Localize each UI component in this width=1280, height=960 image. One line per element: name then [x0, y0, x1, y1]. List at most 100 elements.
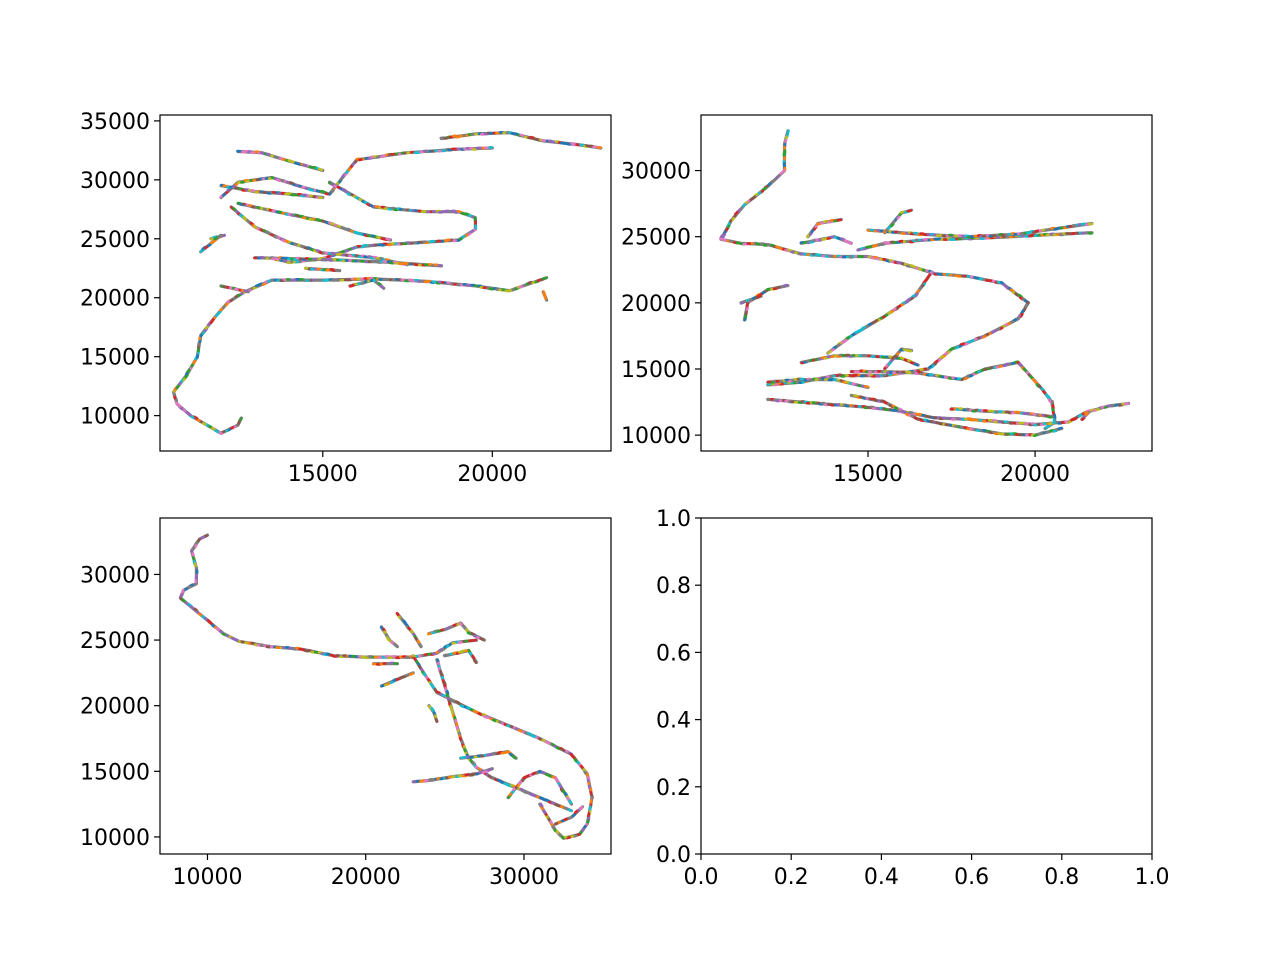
trace-segment — [355, 231, 361, 235]
trace-segment — [537, 770, 544, 774]
trace-segment — [449, 624, 455, 629]
trace-segment — [790, 250, 796, 254]
trace-segment — [234, 186, 240, 190]
trace-segment — [873, 255, 879, 259]
trace-segment — [513, 132, 519, 136]
trace-segment — [587, 812, 591, 818]
trace-segment — [1012, 318, 1018, 323]
trace-path — [799, 353, 920, 367]
trace-segment — [481, 712, 487, 717]
trace-segment — [479, 637, 485, 642]
trace-segment — [444, 686, 448, 692]
trace-segment — [586, 819, 590, 825]
trace-segment — [462, 745, 467, 750]
trace-segment — [496, 778, 502, 783]
trace-segment — [261, 282, 267, 287]
trace-segment — [222, 192, 227, 197]
trace-segment — [541, 738, 547, 743]
trace-segment — [301, 185, 307, 190]
trace-segment — [517, 728, 523, 733]
trace-segment — [455, 722, 459, 728]
trace-segment — [210, 426, 216, 431]
trace-segment — [379, 626, 384, 631]
trace-segment — [339, 176, 344, 181]
trace-segment — [733, 210, 739, 216]
trace-segment — [565, 836, 572, 840]
trace-segment — [572, 834, 578, 838]
trace-segment — [565, 749, 571, 754]
trace-segment — [277, 210, 283, 214]
trace-segment — [730, 216, 736, 222]
trace-segment — [906, 297, 911, 302]
trace-segment — [330, 189, 335, 194]
trace-segment — [1023, 303, 1028, 309]
trace-segment — [430, 706, 436, 713]
trace-segment — [772, 287, 779, 291]
y-tick-label: 35000 — [80, 110, 150, 135]
trace-segment — [544, 798, 550, 803]
trace-segment — [191, 552, 195, 558]
trace-segment — [775, 245, 781, 249]
trace-segment — [1051, 399, 1055, 406]
y-tick-label: 0.0 — [656, 843, 691, 868]
trace-segment — [880, 242, 886, 247]
trace-path — [799, 235, 853, 245]
trace-segment — [745, 301, 749, 308]
trace-segment — [913, 362, 919, 367]
trace-segment — [904, 300, 910, 305]
trace-segment — [313, 650, 320, 654]
trace-path — [411, 767, 494, 784]
trace-segment — [542, 809, 547, 814]
trace-segment — [840, 237, 846, 241]
trace-segment — [784, 248, 790, 253]
trace-segment — [1086, 409, 1092, 413]
trace-segment — [542, 294, 548, 301]
trace-segment — [917, 267, 923, 271]
trace-segment — [204, 324, 209, 330]
trace-segment — [238, 213, 244, 218]
trace-path — [742, 283, 790, 322]
trace-segment — [781, 169, 786, 174]
trace-path — [553, 805, 585, 826]
trace-path — [236, 149, 325, 172]
trace-segment — [199, 535, 206, 541]
trace-segment — [487, 768, 493, 772]
trace-segment — [748, 197, 754, 202]
trace-segment — [963, 342, 969, 346]
trace-segment — [563, 806, 569, 811]
trace-path — [236, 201, 393, 242]
y-tick-label: 15000 — [621, 358, 691, 383]
trace-path — [427, 704, 439, 724]
trace-segment — [471, 760, 477, 766]
trace-segment — [182, 587, 188, 592]
trace-segment — [300, 244, 306, 248]
trace-segment — [542, 276, 548, 281]
trace-path — [442, 648, 479, 665]
trace-segment — [302, 216, 308, 220]
trace-segment — [442, 653, 448, 657]
trace-segment — [509, 724, 515, 729]
trace-segment — [560, 748, 566, 752]
trace-path — [739, 294, 763, 305]
trace-segment — [787, 248, 793, 252]
trace-segment — [508, 791, 513, 797]
trace-segment — [1018, 362, 1023, 368]
trace-segment — [302, 163, 308, 167]
trace-segment — [756, 294, 762, 298]
trace-segment — [211, 623, 216, 629]
trace-segment — [449, 704, 453, 710]
trace-segment — [186, 585, 192, 590]
trace-segment — [1051, 403, 1055, 410]
trace-segment — [909, 361, 916, 365]
trace-segment — [888, 404, 894, 409]
trace-segment — [465, 628, 470, 634]
trace-segment — [587, 775, 591, 781]
trace-segment — [887, 361, 893, 366]
trace-path — [849, 393, 1064, 438]
trace-segment — [840, 340, 846, 345]
trace-segment — [204, 245, 209, 250]
trace-segment — [236, 420, 241, 427]
trace-segment — [899, 356, 906, 361]
trace-segment — [380, 683, 386, 688]
trace-segment — [567, 808, 573, 813]
